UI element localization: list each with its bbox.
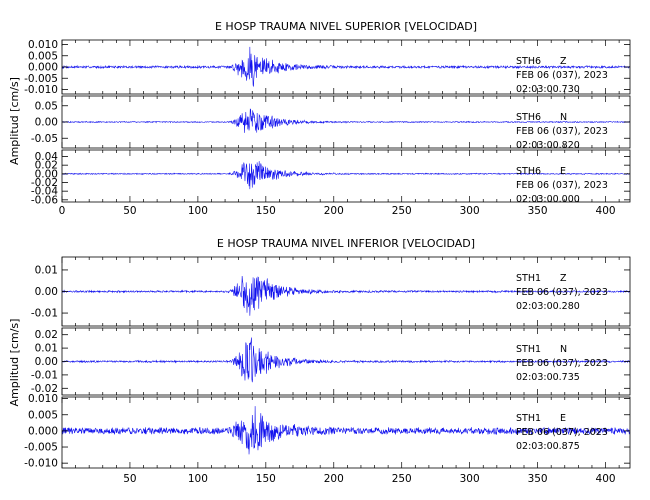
x-tick-label: 300 xyxy=(460,473,480,485)
x-tick-label: 400 xyxy=(596,205,616,217)
station-label: STH1 xyxy=(516,413,541,424)
y-tick-label: -0.005 xyxy=(24,442,58,454)
time-label: 02:03:00.730 xyxy=(516,84,580,95)
lower-level-panel: E HOSP TRAUMA NIVEL INFERIOR [VELOCIDAD]… xyxy=(8,237,631,485)
y-tick-label: 0.00 xyxy=(35,356,58,368)
waveform-line xyxy=(61,275,631,316)
component-label: N xyxy=(560,112,567,123)
x-tick-label: 0 xyxy=(59,205,66,217)
y-tick-label: 0.04 xyxy=(35,151,59,163)
y-tick-label: 0.00 xyxy=(35,286,58,298)
date-label: FEB 06 (037), 2023 xyxy=(516,427,608,438)
trace-sth6-n: 0.05 0.00 -0.05 STH6 N FEB 06 (037), 2023 02:0… xyxy=(31,95,631,151)
y-tick-label: -0.01 xyxy=(31,369,58,381)
y-axis-label: Amplitud [cm/s] xyxy=(8,319,21,407)
station-label: STH6 xyxy=(516,112,541,123)
time-label: 02:03:00.000 xyxy=(516,194,580,205)
trace-sth1-e: 0.010 0.005 0.000 -0.005 -0.010 STH1 E FEB 06 (… xyxy=(24,393,631,470)
x-tick-label: 250 xyxy=(392,205,412,217)
y-tick-label: -0.005 xyxy=(24,73,58,85)
trace-frame xyxy=(61,149,631,203)
x-tick-label: 400 xyxy=(596,473,616,485)
x-tick-label: 150 xyxy=(256,205,276,217)
station-label: STH1 xyxy=(516,273,541,284)
date-label: FEB 06 (037), 2023 xyxy=(516,126,608,137)
trace-sth1-z: 0.01 0.00 -0.01 STH1 Z FEB 06 (037), 2023 02:0… xyxy=(31,256,631,327)
y-tick-label: -0.05 xyxy=(31,133,58,145)
y-tick-label: -0.02 xyxy=(31,177,58,189)
date-label: FEB 06 (037), 2023 xyxy=(516,287,608,298)
station-label: STH6 xyxy=(516,56,541,67)
panel-title: E HOSP TRAUMA NIVEL SUPERIOR [VELOCIDAD] xyxy=(215,20,477,33)
x-tick-label: 100 xyxy=(188,473,208,485)
x-tick-label: 150 xyxy=(256,473,276,485)
y-tick-label: 0.01 xyxy=(35,343,58,355)
time-label: 02:03:00.735 xyxy=(516,372,580,383)
y-tick-label: 0.00 xyxy=(35,117,58,129)
y-tick-label: -0.010 xyxy=(24,458,58,470)
y-tick-label: -0.06 xyxy=(31,194,58,206)
upper-level-panel: E HOSP TRAUMA NIVEL SUPERIOR [VELOCIDAD]… xyxy=(8,20,631,217)
time-label: 02:03:00.820 xyxy=(516,140,580,151)
waveform-line xyxy=(61,337,631,383)
time-label: 02:03:00.875 xyxy=(516,441,580,452)
y-tick-label: -0.02 xyxy=(31,383,58,395)
x-tick-label: 200 xyxy=(324,205,344,217)
x-tick-label: 250 xyxy=(392,473,412,485)
x-tick-label: 50 xyxy=(123,473,136,485)
trace-frame xyxy=(61,396,631,469)
date-label: FEB 06 (037), 2023 xyxy=(516,358,608,369)
y-tick-label: 0.010 xyxy=(28,393,58,405)
y-tick-label: 0.01 xyxy=(35,264,58,276)
component-label: Z xyxy=(560,56,567,67)
y-tick-label: -0.04 xyxy=(31,186,58,198)
waveform-line xyxy=(61,161,631,190)
trace-sth1-n: 0.02 0.010.00-0.01 -0.02 STH1 N FEB 06 (037),… xyxy=(31,327,631,396)
y-tick-label: -0.01 xyxy=(31,308,58,320)
time-label: 02:03:00.280 xyxy=(516,301,580,312)
component-label: N xyxy=(560,344,567,355)
x-tick-label: 100 xyxy=(188,205,208,217)
y-tick-label: 0.05 xyxy=(35,100,58,112)
y-tick-label: 0.02 xyxy=(35,329,58,341)
x-tick-label: 350 xyxy=(528,473,548,485)
waveform-line xyxy=(61,108,631,133)
x-tick-label: 200 xyxy=(324,473,344,485)
y-tick-label: -0.010 xyxy=(24,84,58,96)
x-tick-label: 350 xyxy=(528,205,548,217)
date-label: FEB 06 (037), 2023 xyxy=(516,180,608,191)
panel-title: E HOSP TRAUMA NIVEL INFERIOR [VELOCIDAD] xyxy=(217,237,475,250)
y-axis-label: Amplitud [cm/s] xyxy=(8,77,21,165)
x-tick-label: 50 xyxy=(123,205,136,217)
trace-sth6-e: 0.040.020.00-0.02-0.04-0.06 STH6 E FEB 06 (… xyxy=(31,149,631,206)
date-label: FEB 06 (037), 2023 xyxy=(516,70,608,81)
component-label: E xyxy=(560,166,566,177)
y-tick-label: 0.010 xyxy=(28,39,58,51)
y-tick-label: 0.000 xyxy=(28,62,58,74)
x-tick-label: 300 xyxy=(460,205,480,217)
station-label: STH1 xyxy=(516,344,541,355)
y-tick-label: 0.005 xyxy=(28,50,58,62)
component-label: E xyxy=(560,413,566,424)
waveform-line xyxy=(61,46,631,88)
y-tick-label: 0.00 xyxy=(35,168,58,180)
y-tick-label: 0.000 xyxy=(28,425,58,437)
component-label: Z xyxy=(560,273,567,284)
waveform-line xyxy=(61,406,631,455)
y-tick-label: 0.02 xyxy=(35,160,58,172)
station-label: STH6 xyxy=(516,166,541,177)
y-tick-label: 0.005 xyxy=(28,409,58,421)
